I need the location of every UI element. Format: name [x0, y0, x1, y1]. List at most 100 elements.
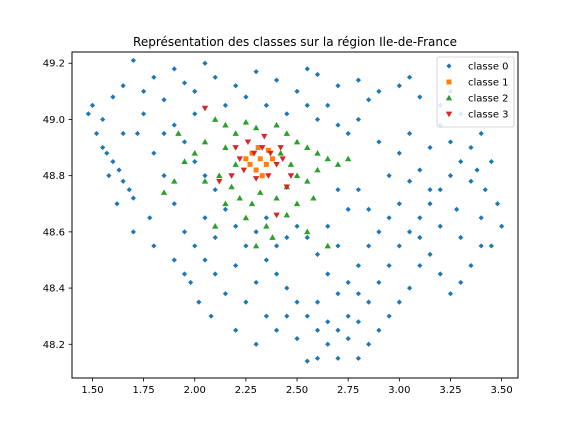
data-point — [335, 243, 341, 249]
data-point — [181, 139, 188, 145]
data-point — [284, 234, 290, 241]
data-point — [488, 243, 495, 249]
data-point — [265, 173, 272, 179]
data-point — [304, 358, 310, 364]
data-point — [243, 243, 249, 249]
data-point — [345, 130, 351, 137]
legend-box — [436, 56, 515, 128]
data-point — [406, 178, 413, 184]
y-tick-label: 48.6 — [43, 227, 65, 238]
data-point — [222, 206, 229, 212]
legend-marker — [446, 79, 452, 85]
data-point — [248, 200, 256, 207]
data-point — [130, 195, 136, 201]
data-point — [344, 155, 352, 162]
data-point — [314, 166, 321, 173]
data-point — [253, 69, 259, 75]
data-point — [406, 74, 413, 80]
data-point — [396, 299, 402, 305]
data-point — [252, 124, 260, 131]
data-point — [454, 206, 460, 212]
data-point — [406, 285, 413, 291]
data-point — [192, 111, 198, 117]
data-point — [253, 167, 259, 173]
data-point — [335, 83, 341, 89]
data-point — [249, 150, 255, 156]
data-point — [232, 145, 239, 151]
data-point — [181, 80, 188, 86]
data-point — [427, 187, 433, 193]
data-point — [243, 299, 249, 305]
data-point — [201, 105, 209, 112]
data-point — [355, 291, 362, 297]
data-point — [212, 223, 219, 229]
data-point — [216, 178, 223, 185]
data-point — [325, 102, 331, 108]
data-point — [273, 77, 280, 83]
data-point — [293, 200, 301, 207]
y-tick-label: 48.2 — [43, 340, 65, 351]
data-point — [232, 130, 239, 136]
data-point — [474, 167, 480, 173]
data-point — [304, 144, 311, 150]
data-point — [366, 97, 372, 103]
data-point — [171, 122, 177, 128]
data-point — [355, 77, 362, 83]
data-point — [417, 234, 423, 241]
data-point — [228, 183, 235, 190]
data-point — [335, 122, 341, 128]
data-point — [417, 262, 423, 269]
data-point — [427, 251, 433, 257]
data-point — [130, 57, 136, 64]
data-point — [304, 228, 311, 235]
data-point — [171, 178, 178, 184]
data-point — [114, 201, 120, 207]
data-point — [284, 285, 290, 291]
data-point — [269, 156, 275, 162]
data-point — [279, 156, 286, 162]
x-tick-label: 3.00 — [388, 385, 410, 396]
series-3 — [201, 105, 295, 219]
data-point — [265, 147, 271, 153]
x-tick-label: 1.50 — [81, 385, 103, 396]
data-point — [376, 279, 382, 286]
data-point — [468, 144, 474, 151]
legend-label: classe 2 — [468, 94, 509, 105]
data-point — [244, 139, 252, 146]
data-point — [104, 150, 110, 156]
data-point — [325, 271, 331, 277]
x-tick-label: 3.50 — [491, 385, 513, 396]
chart-title: Représentation des classes sur la région… — [133, 35, 457, 49]
data-point — [263, 223, 270, 229]
data-point — [120, 178, 126, 184]
data-point — [161, 97, 167, 103]
data-point — [427, 144, 433, 151]
data-point — [188, 279, 194, 286]
data-point — [147, 215, 153, 221]
data-point — [284, 313, 290, 319]
data-point — [160, 189, 168, 195]
data-point — [247, 161, 253, 167]
data-point — [314, 71, 321, 78]
data-point — [386, 313, 392, 319]
x-tick-label: 1.75 — [132, 385, 154, 396]
x-tick-label: 2.75 — [337, 385, 359, 396]
data-point — [376, 88, 382, 94]
data-point — [151, 150, 157, 156]
data-point — [324, 242, 331, 249]
data-point — [294, 223, 300, 229]
data-point — [478, 243, 484, 249]
data-point — [196, 299, 202, 305]
y-tick-label: 48.4 — [43, 284, 65, 295]
data-point — [212, 116, 219, 122]
data-point — [242, 119, 250, 125]
data-point — [175, 130, 182, 136]
data-point — [386, 173, 392, 179]
data-point — [85, 111, 91, 117]
data-point — [141, 88, 147, 94]
data-point — [130, 229, 136, 235]
data-point — [335, 291, 341, 297]
data-point — [406, 229, 413, 235]
data-point — [263, 102, 269, 108]
